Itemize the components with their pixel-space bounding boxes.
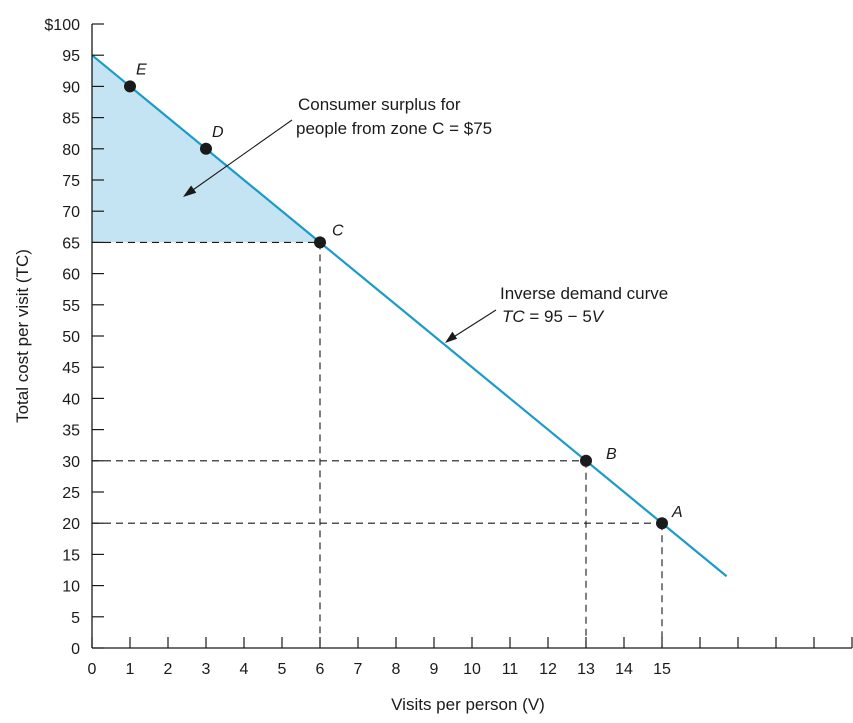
- formula-v: V: [592, 307, 605, 326]
- x-tick-label: 14: [615, 661, 633, 678]
- x-tick-label: 0: [88, 661, 97, 678]
- inverse-demand-line: [91, 54, 728, 578]
- point-a: [656, 517, 668, 530]
- consumer-surplus-annotation: Consumer surplus for people from zone C …: [183, 95, 492, 197]
- y-tick-label: 60: [62, 267, 80, 284]
- x-tick-label: 5: [278, 661, 287, 678]
- y-tick-label: 0: [71, 641, 80, 658]
- x-tick-label: 3: [202, 661, 211, 678]
- x-axis-title: Visits per person (V): [391, 695, 545, 714]
- point-c: [314, 236, 326, 249]
- consumer-surplus-label-line1: Consumer surplus for: [298, 95, 461, 114]
- y-tick-label: 25: [62, 485, 80, 502]
- x-tick-label: 7: [354, 661, 363, 678]
- x-tick-label: 9: [430, 661, 439, 678]
- point-label-c: C: [332, 222, 344, 239]
- demand-curve-annotation: Inverse demand curve TC = 95 − 5V: [445, 284, 668, 343]
- y-axis: 0 5 10 15 20 25 30 35 40 45 50 55 60 65 70 75 80 85 90 95 $1…: [44, 17, 104, 658]
- x-tick-label: 2: [164, 661, 173, 678]
- y-axis-title: Total cost per visit (TC): [13, 249, 32, 423]
- labeled-points: E D C B A: [124, 61, 683, 530]
- point-label-e: E: [136, 61, 147, 78]
- x-tick-label: 4: [240, 661, 249, 678]
- consumer-surplus-arrow-head: [183, 185, 197, 197]
- x-tick-label: 15: [653, 661, 671, 678]
- x-tick-label: 13: [577, 661, 595, 678]
- y-tick-label: 15: [62, 547, 80, 564]
- consumer-surplus-arrow-shaft: [189, 119, 293, 193]
- formula-body: = 95 − 5: [525, 307, 592, 326]
- y-tick-label: 40: [62, 391, 80, 408]
- y-tick-label: 55: [62, 298, 80, 315]
- y-tick-label: 45: [62, 360, 80, 377]
- demand-curve-formula: TC = 95 − 5V: [502, 307, 605, 326]
- point-label-a: A: [671, 504, 683, 521]
- consumer-surplus-label-line2: people from zone C = $75: [296, 119, 492, 138]
- x-tick-label: 1: [126, 661, 135, 678]
- y-tick-label: 30: [62, 454, 80, 471]
- x-tick-label: 6: [316, 661, 325, 678]
- y-tick-label: 70: [62, 204, 80, 221]
- y-axis-title-text: Total cost per visit (TC): [13, 249, 32, 423]
- point-d: [200, 142, 212, 155]
- y-tick-label: $100: [44, 17, 80, 34]
- demand-curve-arrow-head: [445, 331, 458, 343]
- point-e: [124, 80, 136, 93]
- y-tick-label: 90: [62, 79, 80, 96]
- x-tick-label: 12: [539, 661, 557, 678]
- y-tick-label: 75: [62, 173, 80, 190]
- point-label-b: B: [606, 446, 617, 463]
- x-axis: 0 1 2 3 4 5 6 7 8 9 10 11 12 13 14 15: [88, 637, 853, 678]
- y-tick-label: 50: [62, 329, 80, 346]
- reference-lines: [92, 241, 663, 648]
- x-axis-title-text: Visits per person (V): [391, 695, 545, 714]
- y-tick-label: 65: [62, 235, 80, 252]
- y-tick-label: 80: [62, 142, 80, 159]
- y-tick-label: 85: [62, 111, 80, 128]
- point-label-d: D: [212, 124, 224, 141]
- point-b: [580, 454, 592, 467]
- x-tick-label: 10: [463, 661, 481, 678]
- formula-tc: TC: [502, 307, 525, 326]
- y-tick-label: 10: [62, 579, 80, 596]
- demand-curve-arrow-shaft: [451, 309, 497, 339]
- demand-curve-label: Inverse demand curve: [500, 284, 668, 303]
- y-tick-label: 35: [62, 423, 80, 440]
- x-tick-label: 8: [392, 661, 401, 678]
- x-tick-label: 11: [502, 661, 519, 678]
- y-tick-label: 5: [71, 610, 80, 627]
- y-tick-label: 20: [62, 516, 80, 533]
- y-tick-label: 95: [62, 48, 80, 65]
